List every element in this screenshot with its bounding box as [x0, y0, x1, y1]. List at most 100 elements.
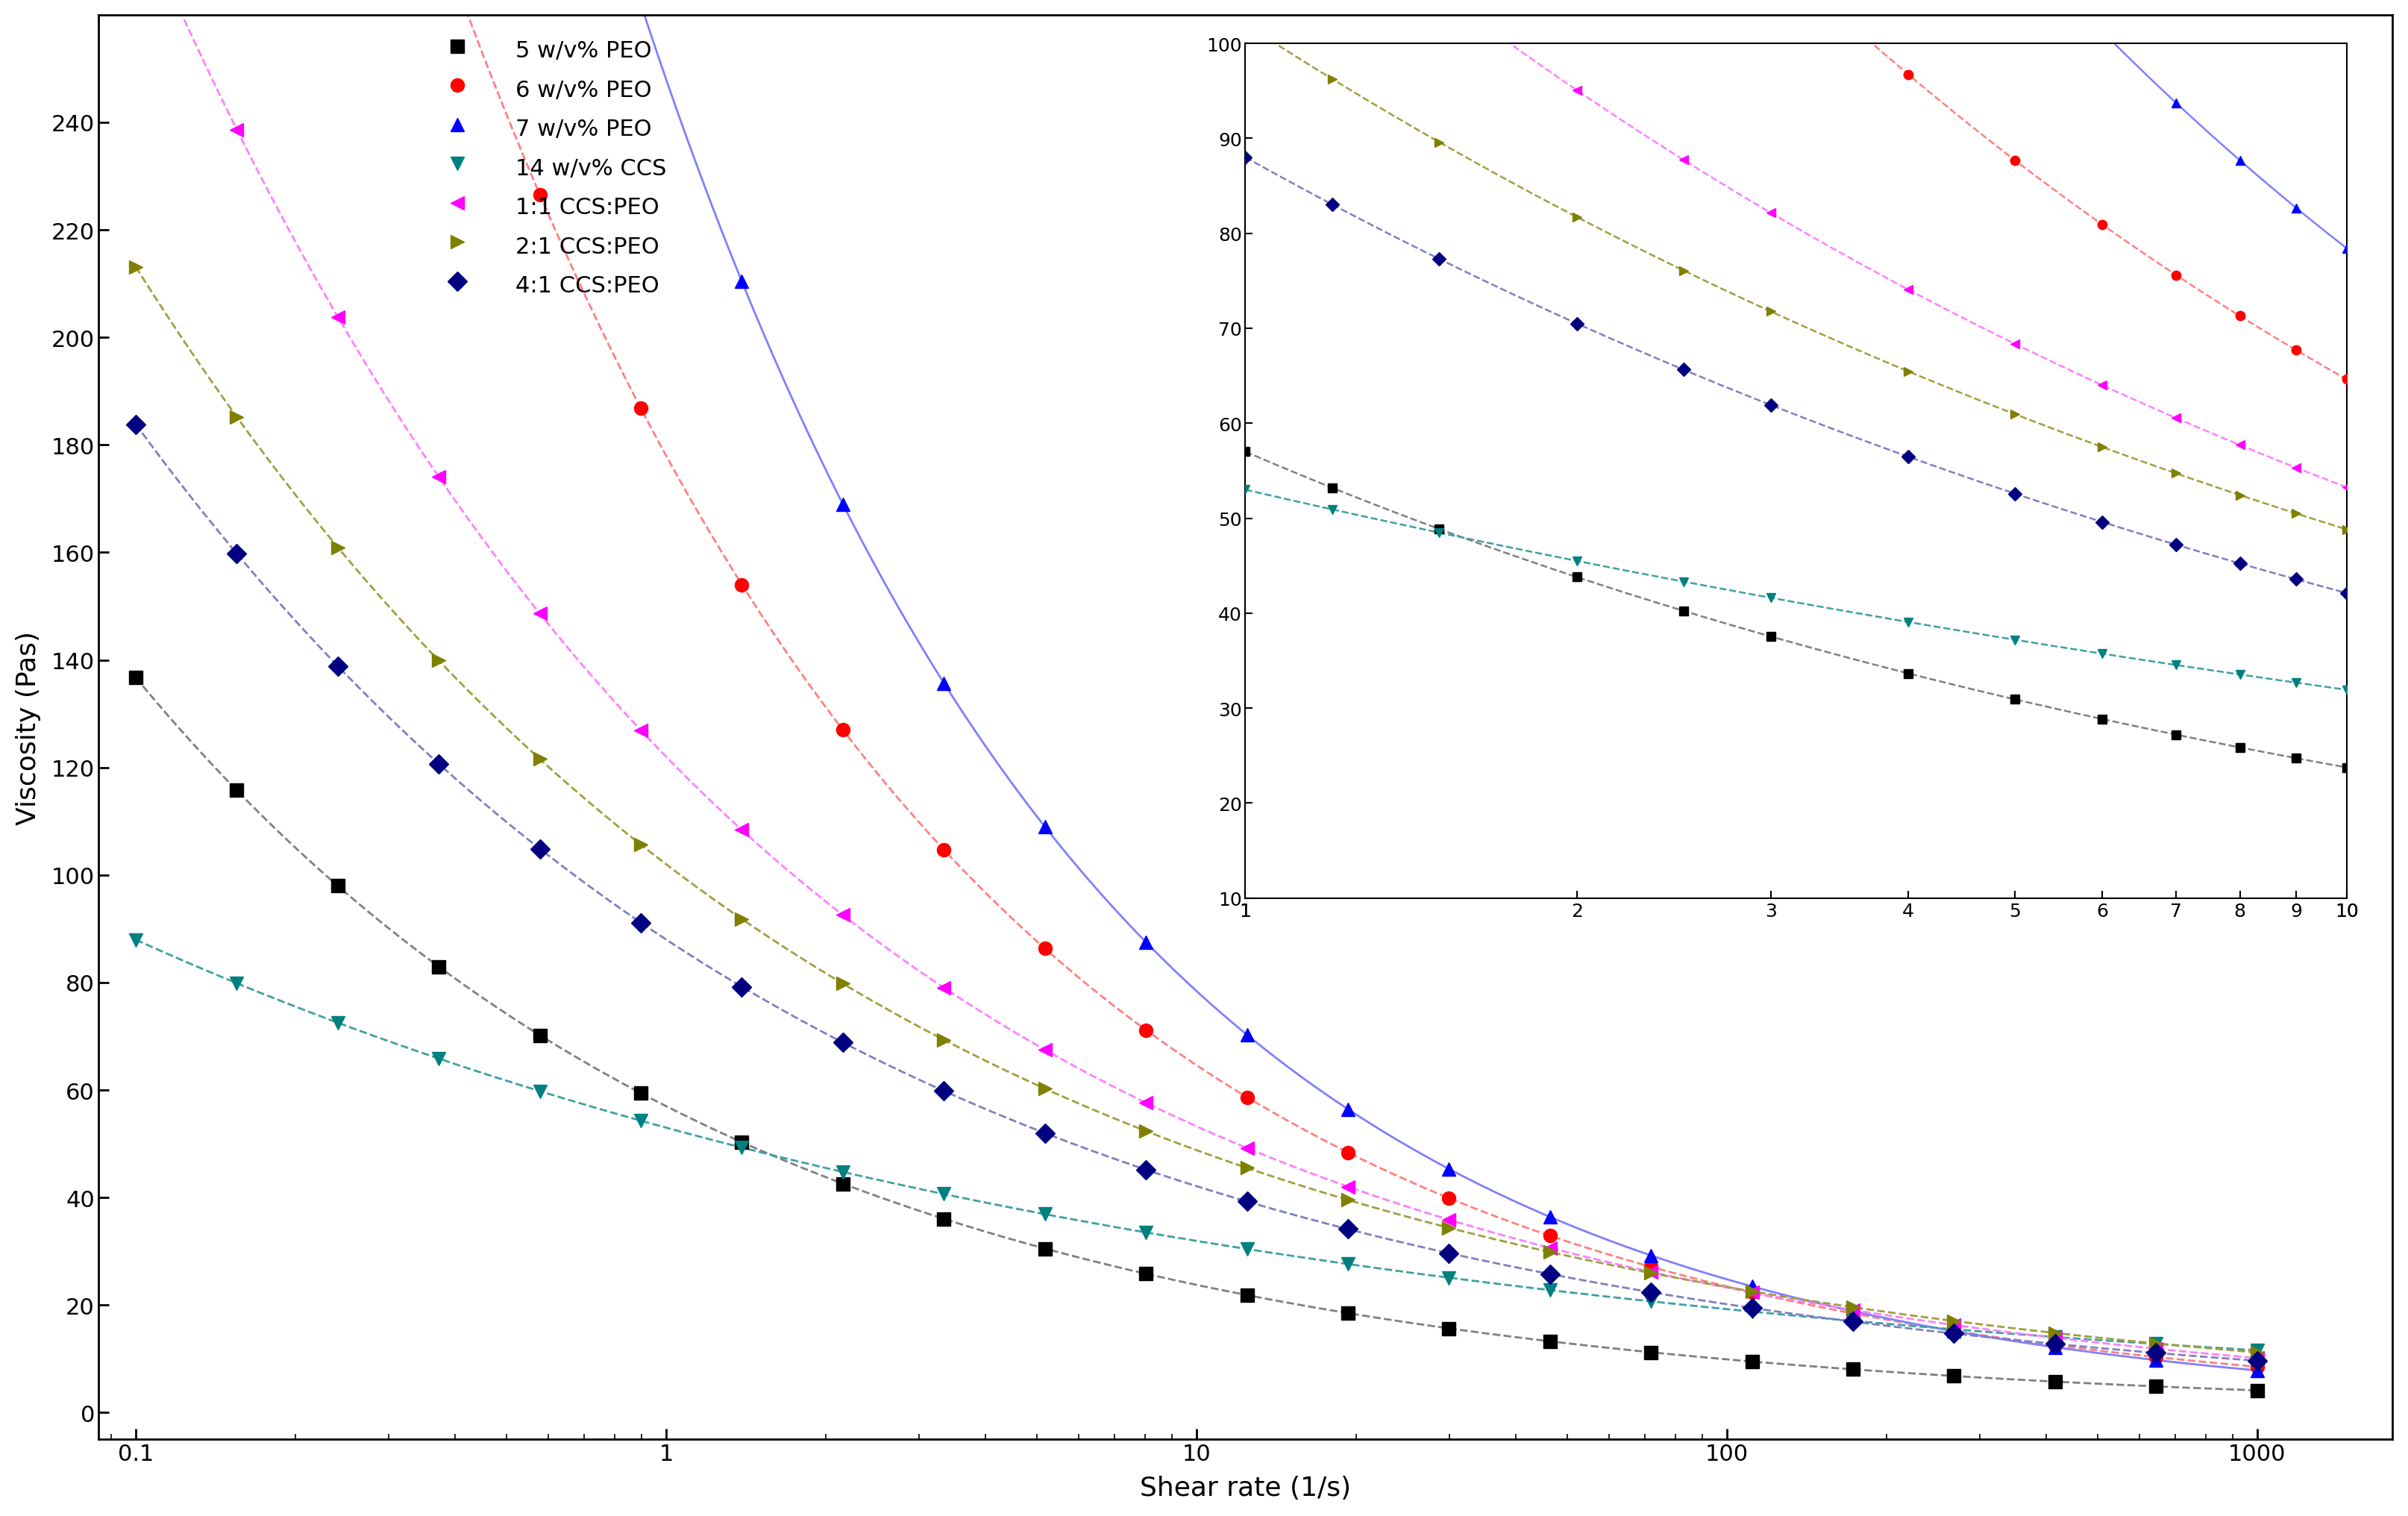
7 w/v% PEO — [1334, 1101, 1363, 1119]
1:1 CCS:PEO — [1132, 1095, 1161, 1113]
1:1 CCS:PEO — [2141, 1340, 2170, 1358]
1:1 CCS:PEO — [2040, 1328, 2068, 1346]
14 w/v% CCS — [1233, 1240, 1262, 1258]
2:1 CCS:PEO — [1840, 1298, 1869, 1316]
5 w/v% PEO — [1938, 1367, 1967, 1386]
7 w/v% PEO — [727, 273, 756, 291]
5 w/v% PEO — [626, 1084, 655, 1102]
6 w/v% PEO — [1739, 1284, 1767, 1302]
1:1 CCS:PEO — [626, 722, 655, 740]
4:1 CCS:PEO — [1840, 1313, 1869, 1331]
7 w/v% PEO — [1233, 1026, 1262, 1045]
2:1 CCS:PEO — [1031, 1079, 1060, 1098]
1:1 CCS:PEO — [1938, 1316, 1967, 1334]
5 w/v% PEO — [1233, 1286, 1262, 1304]
14 w/v% CCS — [727, 1139, 756, 1157]
2:1 CCS:PEO — [1233, 1160, 1262, 1178]
2:1 CCS:PEO — [1637, 1264, 1666, 1283]
X-axis label: Shear rate (1/s): Shear rate (1/s) — [1139, 1475, 1351, 1501]
14 w/v% CCS — [929, 1186, 958, 1204]
7 w/v% PEO — [1938, 1322, 1967, 1340]
14 w/v% CCS — [1536, 1281, 1565, 1299]
Line: 1:1 CCS:PEO: 1:1 CCS:PEO — [130, 0, 2264, 1364]
7 w/v% PEO — [2141, 1351, 2170, 1369]
7 w/v% PEO — [1739, 1278, 1767, 1296]
7 w/v% PEO — [1637, 1246, 1666, 1264]
Line: 6 w/v% PEO: 6 w/v% PEO — [130, 0, 2264, 1373]
2:1 CCS:PEO — [1435, 1219, 1464, 1237]
6 w/v% PEO — [2141, 1348, 2170, 1366]
5 w/v% PEO — [2040, 1372, 2068, 1390]
5 w/v% PEO — [2242, 1381, 2271, 1399]
2:1 CCS:PEO — [222, 408, 250, 426]
5 w/v% PEO — [1840, 1360, 1869, 1378]
4:1 CCS:PEO — [323, 658, 352, 676]
14 w/v% CCS — [525, 1082, 554, 1101]
Line: 7 w/v% PEO: 7 w/v% PEO — [130, 0, 2264, 1377]
4:1 CCS:PEO — [2141, 1343, 2170, 1361]
4:1 CCS:PEO — [1233, 1193, 1262, 1211]
1:1 CCS:PEO — [929, 979, 958, 998]
2:1 CCS:PEO — [1938, 1311, 1967, 1330]
1:1 CCS:PEO — [1031, 1041, 1060, 1060]
1:1 CCS:PEO — [828, 907, 857, 925]
1:1 CCS:PEO — [1334, 1178, 1363, 1196]
6 w/v% PEO — [1637, 1258, 1666, 1276]
6 w/v% PEO — [929, 841, 958, 860]
5 w/v% PEO — [1536, 1333, 1565, 1351]
4:1 CCS:PEO — [1739, 1299, 1767, 1317]
14 w/v% CCS — [1739, 1302, 1767, 1320]
4:1 CCS:PEO — [929, 1082, 958, 1101]
6 w/v% PEO — [2040, 1336, 2068, 1354]
7 w/v% PEO — [1132, 934, 1161, 952]
4:1 CCS:PEO — [626, 914, 655, 932]
2:1 CCS:PEO — [525, 750, 554, 769]
6 w/v% PEO — [1435, 1189, 1464, 1207]
6 w/v% PEO — [1031, 940, 1060, 958]
14 w/v% CCS — [1132, 1223, 1161, 1242]
14 w/v% CCS — [424, 1049, 453, 1067]
14 w/v% CCS — [120, 931, 149, 949]
6 w/v% PEO — [626, 400, 655, 418]
1:1 CCS:PEO — [1840, 1301, 1869, 1319]
14 w/v% CCS — [323, 1014, 352, 1032]
1:1 CCS:PEO — [525, 605, 554, 623]
5 w/v% PEO — [1637, 1343, 1666, 1361]
2:1 CCS:PEO — [626, 835, 655, 854]
5 w/v% PEO — [828, 1175, 857, 1193]
1:1 CCS:PEO — [727, 822, 756, 840]
14 w/v% CCS — [222, 975, 250, 993]
Line: 4:1 CCS:PEO: 4:1 CCS:PEO — [130, 418, 2264, 1367]
2:1 CCS:PEO — [1739, 1283, 1767, 1301]
7 w/v% PEO — [828, 496, 857, 514]
5 w/v% PEO — [424, 958, 453, 976]
Line: 5 w/v% PEO: 5 w/v% PEO — [130, 672, 2264, 1398]
7 w/v% PEO — [1435, 1160, 1464, 1178]
6 w/v% PEO — [727, 576, 756, 594]
1:1 CCS:PEO — [424, 468, 453, 487]
5 w/v% PEO — [323, 878, 352, 896]
4:1 CCS:PEO — [1132, 1161, 1161, 1179]
4:1 CCS:PEO — [120, 415, 149, 434]
4:1 CCS:PEO — [1435, 1245, 1464, 1263]
2:1 CCS:PEO — [1132, 1122, 1161, 1140]
14 w/v% CCS — [2141, 1336, 2170, 1354]
5 w/v% PEO — [1031, 1240, 1060, 1258]
5 w/v% PEO — [1739, 1352, 1767, 1370]
4:1 CCS:PEO — [727, 978, 756, 996]
14 w/v% CCS — [2242, 1342, 2271, 1360]
7 w/v% PEO — [1536, 1208, 1565, 1226]
Line: 2:1 CCS:PEO: 2:1 CCS:PEO — [130, 261, 2264, 1360]
1:1 CCS:PEO — [222, 121, 250, 139]
2:1 CCS:PEO — [727, 910, 756, 928]
4:1 CCS:PEO — [1938, 1325, 1967, 1343]
4:1 CCS:PEO — [1031, 1125, 1060, 1143]
5 w/v% PEO — [2141, 1378, 2170, 1396]
5 w/v% PEO — [727, 1134, 756, 1152]
6 w/v% PEO — [828, 722, 857, 740]
14 w/v% CCS — [2040, 1328, 2068, 1346]
6 w/v% PEO — [1840, 1304, 1869, 1322]
2:1 CCS:PEO — [828, 975, 857, 993]
6 w/v% PEO — [525, 186, 554, 205]
2:1 CCS:PEO — [120, 258, 149, 276]
